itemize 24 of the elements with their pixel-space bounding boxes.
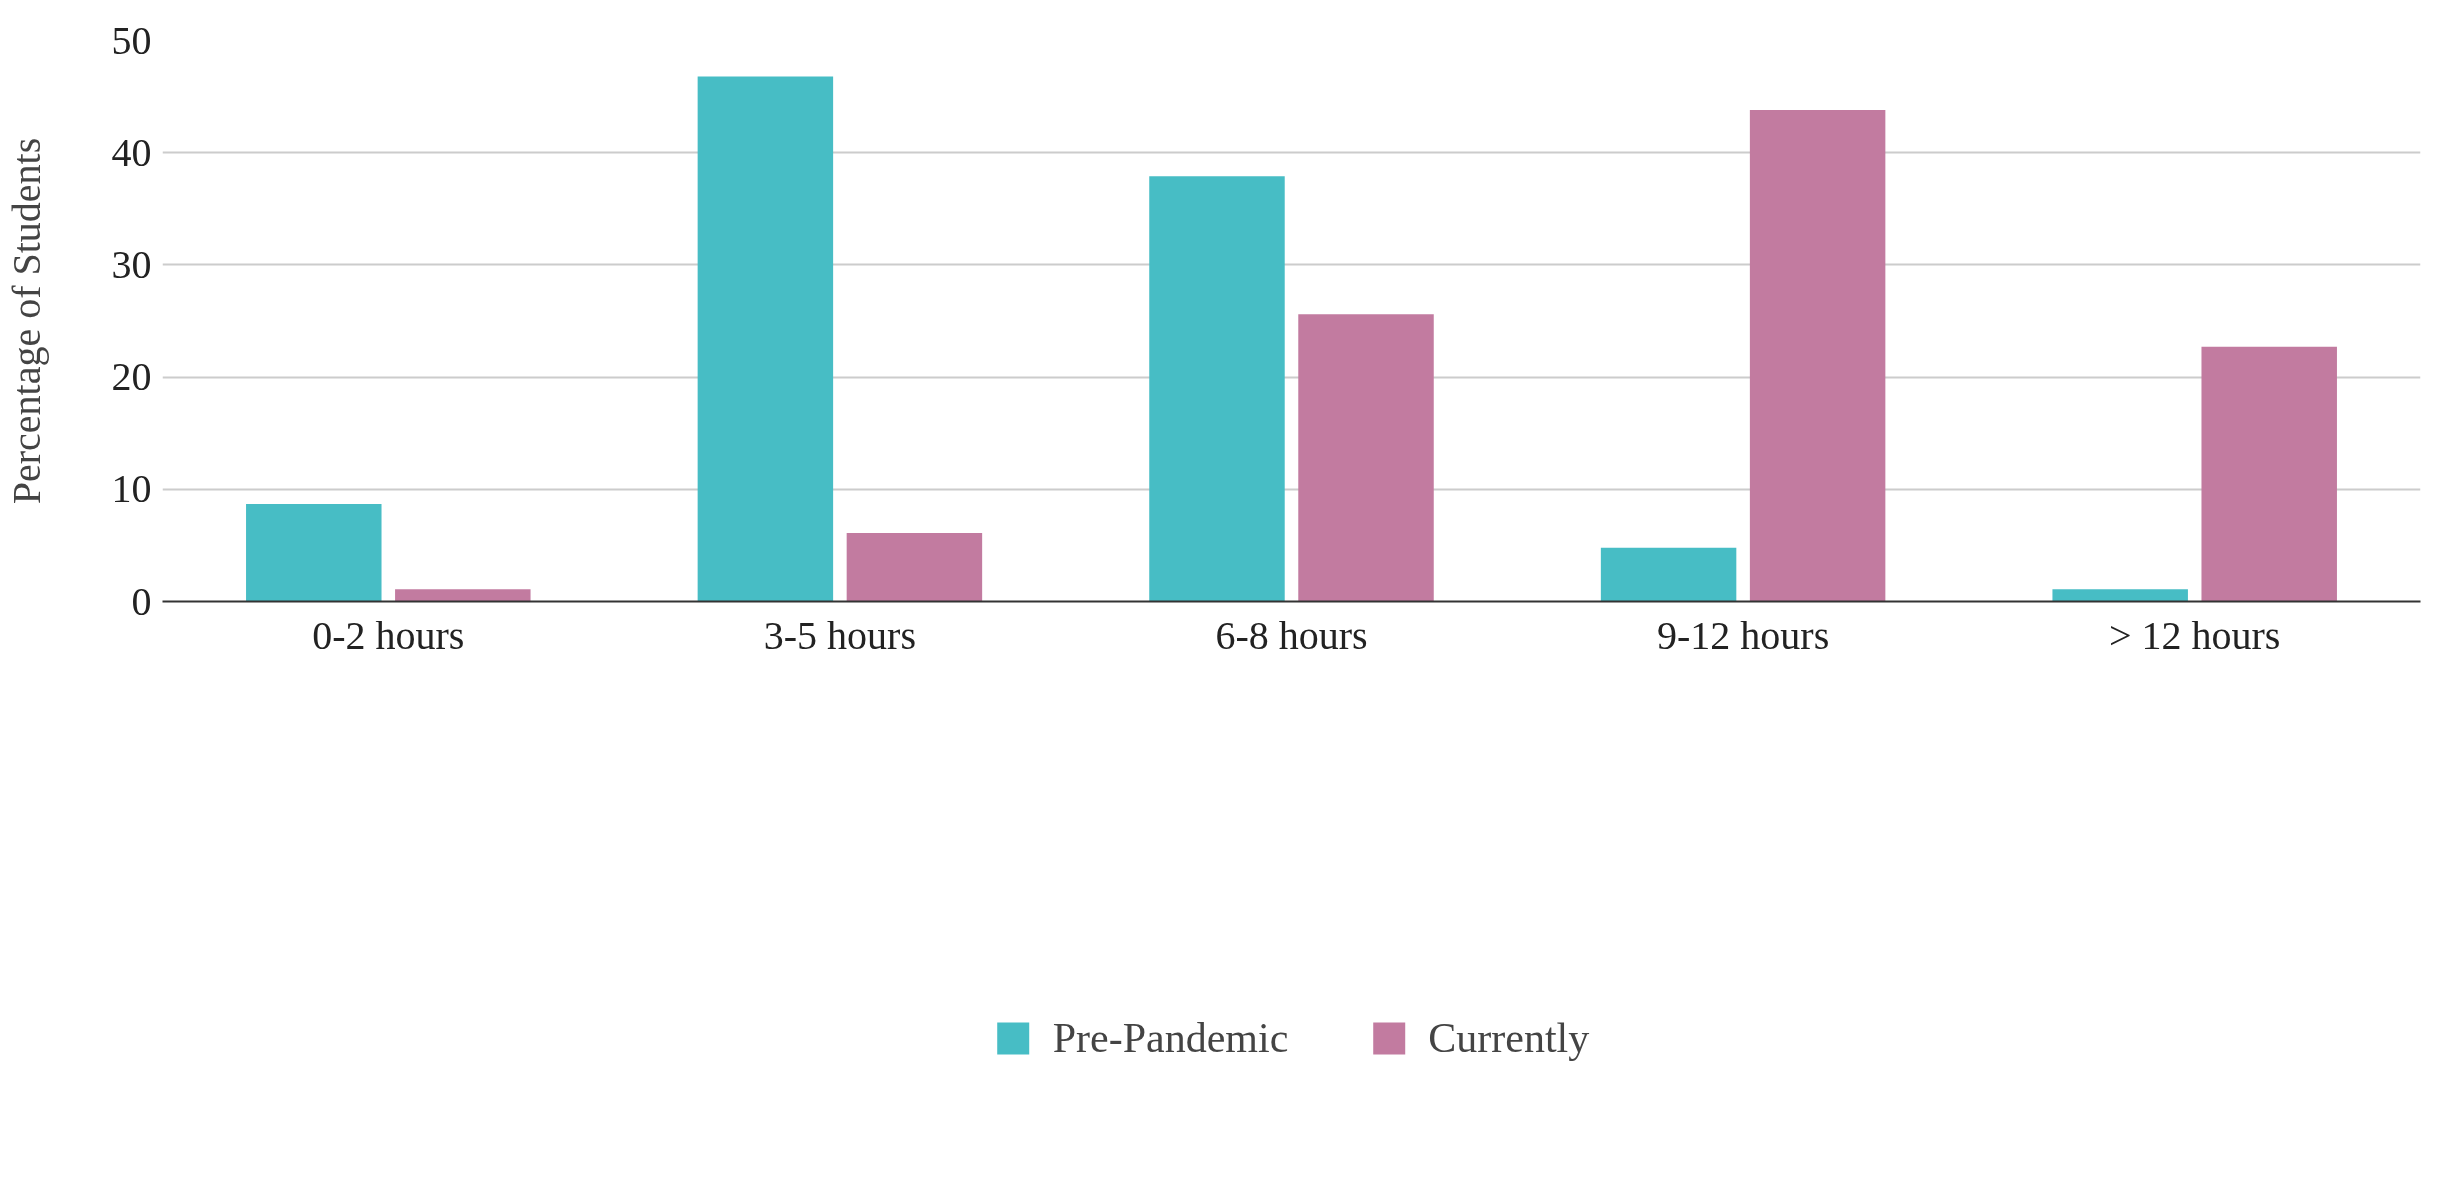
y-tick-label: 40 (111, 129, 152, 175)
legend-label: Pre-Pandemic (1052, 1014, 1289, 1062)
bar (1749, 110, 1886, 602)
bar (1600, 547, 1737, 602)
y-tick-label: 0 (131, 578, 152, 624)
bar (1298, 314, 1434, 602)
y-tick-label: 50 (111, 17, 152, 63)
x-tick-label: > 12 hours (2108, 612, 2281, 658)
y-tick-label: 10 (111, 466, 152, 512)
bar (697, 76, 834, 602)
y-axis-title: Percentage of Students (3, 137, 49, 505)
bar (246, 503, 382, 602)
x-tick-label: 9-12 hours (1657, 612, 1830, 658)
bar (846, 533, 983, 602)
y-tick-label: 30 (111, 241, 152, 287)
bar (1149, 176, 1285, 602)
x-tick-label: 3-5 hours (763, 612, 917, 658)
bar (2201, 346, 2337, 602)
legend-label: Currently (1428, 1014, 1590, 1062)
x-tick-label: 6-8 hours (1215, 612, 1368, 658)
x-tick-label: 0-2 hours (312, 612, 465, 658)
y-tick-label: 20 (111, 354, 152, 400)
bar (2052, 589, 2188, 602)
bar (395, 589, 531, 602)
